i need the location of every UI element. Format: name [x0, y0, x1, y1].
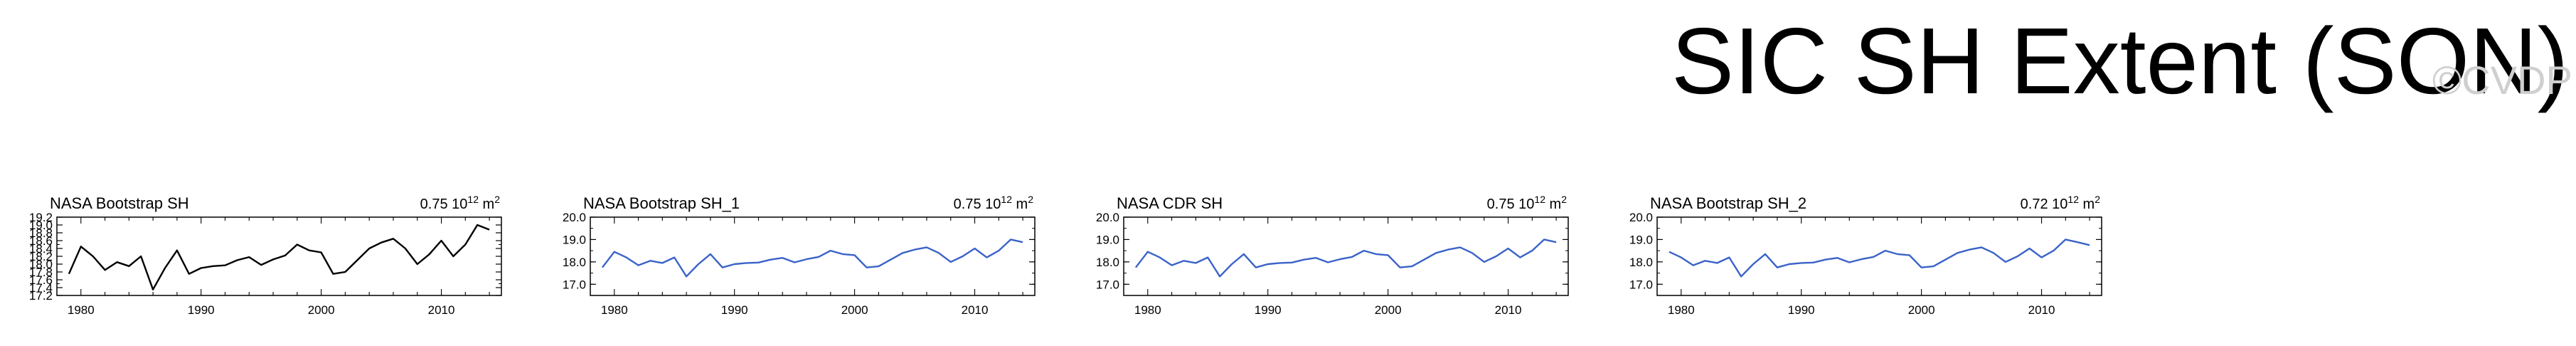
y-tick-label: 20.0: [1629, 211, 1653, 224]
y-tick-label: 18.0: [563, 256, 586, 269]
y-tick-label: 17.8: [29, 266, 53, 279]
scale-annotation: 0.75 1012 m2: [420, 194, 501, 212]
annotation-exponent: 12: [467, 194, 479, 205]
annotation-unit-exponent: 2: [2095, 194, 2100, 205]
y-tick-label: 18.4: [29, 242, 53, 256]
x-tick-label: 1990: [721, 303, 748, 317]
y-tick-label: 17.4: [29, 281, 53, 295]
x-tick-label: 2000: [1908, 303, 1935, 317]
x-tick-label: 1980: [68, 303, 95, 317]
y-tick-label: 18.0: [1629, 256, 1653, 269]
x-tick-label: 1980: [1134, 303, 1161, 317]
y-tick-label: 18.8: [29, 226, 53, 240]
series-line: [68, 224, 490, 290]
annotation-base: 0.75 10: [954, 196, 1001, 212]
panel-nasa-bootstrap-sh-1: NASA Bootstrap SH_1 0.75 1012 m2 20.0 19.0 1…: [563, 194, 1036, 317]
y-tick-label: 20.0: [563, 211, 586, 224]
annotation-exponent: 12: [1534, 194, 1545, 205]
x-tick-label: 1980: [601, 303, 628, 317]
y-tick-label: 18.2: [29, 250, 53, 263]
panel-title: NASA Bootstrap SH: [50, 194, 189, 212]
x-tick-label: 2010: [428, 303, 455, 317]
x-tick-label: 1990: [1788, 303, 1815, 317]
series-line: [1668, 238, 2090, 278]
y-tick-label: 17.0: [563, 278, 586, 291]
x-tick-label: 2010: [2028, 303, 2055, 317]
y-tick-label: 17.6: [29, 273, 53, 287]
y-tick-label: 19.0: [1629, 233, 1653, 246]
annotation-exponent: 12: [1001, 194, 1012, 205]
x-tick-label: 2000: [1375, 303, 1402, 317]
scale-annotation: 0.75 1012 m2: [954, 194, 1034, 212]
x-tick-label: 2010: [962, 303, 989, 317]
series-line: [601, 238, 1023, 278]
y-tick-label: 20.0: [1096, 211, 1119, 224]
panel-nasa-bootstrap-sh: NASA Bootstrap SH 0.75 1012 m219.219.018.…: [29, 194, 502, 317]
x-tick-label: 1980: [1668, 303, 1695, 317]
x-tick-label: 2000: [308, 303, 335, 317]
annotation-unit-exponent: 2: [1561, 194, 1567, 205]
y-tick-label: 18.0: [1096, 256, 1119, 269]
annotation-unit: m: [1012, 196, 1028, 212]
x-tick-label: 1990: [1255, 303, 1282, 317]
panel-title: NASA Bootstrap SH_2: [1650, 194, 1806, 212]
annotation-unit-exponent: 2: [1028, 194, 1033, 205]
annotation-unit-exponent: 2: [494, 194, 500, 205]
scale-annotation: 0.75 1012 m2: [1487, 194, 1568, 212]
panel-title: NASA Bootstrap SH_1: [583, 194, 740, 212]
annotation-base: 0.72 10: [2021, 196, 2068, 212]
y-tick-label: 19.2: [29, 211, 53, 224]
watermark: ©CVDP: [2432, 58, 2572, 103]
y-tick-label: 18.6: [29, 234, 53, 248]
y-tick-label: 17.2: [29, 289, 53, 303]
x-tick-label: 2000: [841, 303, 868, 317]
y-tick-label: 17.0: [1096, 278, 1119, 291]
annotation-exponent: 12: [2067, 194, 2079, 205]
annotation-unit: m: [479, 196, 494, 212]
y-tick-label: 17.0: [1629, 278, 1653, 291]
scale-annotation: 0.72 1012 m2: [2021, 194, 2101, 212]
x-tick-label: 1990: [188, 303, 215, 317]
y-tick-label: 19.0: [29, 219, 53, 232]
annotation-base: 0.75 10: [1487, 196, 1535, 212]
x-tick-label: 2010: [1495, 303, 1522, 317]
panel-nasa-bootstrap-sh-2: NASA Bootstrap SH_2 0.72 1012 m2 20.0 19.0 1…: [1629, 194, 2102, 317]
y-tick-label: 18.0: [29, 258, 53, 271]
panel-title: NASA CDR SH: [1117, 194, 1223, 212]
annotation-unit: m: [1545, 196, 1561, 212]
y-tick-label: 19.0: [563, 233, 586, 246]
annotation-unit: m: [2079, 196, 2095, 212]
plot-frame: [1123, 216, 1569, 296]
series-line: [1134, 238, 1557, 278]
panel-nasa-cdr-sh: NASA CDR SH 0.75 1012 m2 20.0 19.0 18.0 17.0 1…: [1096, 194, 1569, 317]
plot-frame: [1656, 216, 2102, 296]
annotation-base: 0.75 10: [420, 196, 468, 212]
y-tick-label: 19.0: [1096, 233, 1119, 246]
plot-frame: [590, 216, 1036, 296]
plot-frame: [56, 216, 502, 296]
page-title: SIC SH Extent (SON): [1671, 9, 2569, 113]
